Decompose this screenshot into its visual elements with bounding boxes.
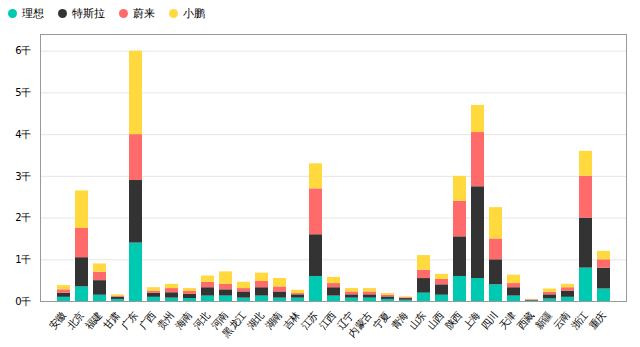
svg-text:4千: 4千 <box>15 129 31 140</box>
svg-text:6千: 6千 <box>15 45 31 56</box>
html-text:理想: 理想 <box>22 6 44 20</box>
svg-text:广西: 广西 <box>137 309 158 331</box>
svg-text:内蒙古: 内蒙古 <box>346 309 374 340</box>
svg-text:江苏: 江苏 <box>299 309 320 331</box>
svg-text:1千: 1千 <box>15 254 31 265</box>
svg-text:河南: 河南 <box>208 309 230 332</box>
svg-text:甘肃: 甘肃 <box>101 309 122 331</box>
html-text:特斯拉: 特斯拉 <box>72 6 105 20</box>
svg-text:天津: 天津 <box>497 309 518 331</box>
svg-text:湖北: 湖北 <box>245 309 266 331</box>
svg-text:新疆: 新疆 <box>533 309 554 331</box>
svg-text:宁夏: 宁夏 <box>371 309 392 331</box>
svg-text:福建: 福建 <box>83 309 104 331</box>
svg-text:西藏: 西藏 <box>515 309 536 331</box>
svg-text:山西: 山西 <box>425 309 446 331</box>
svg-text:广东: 广东 <box>119 309 140 331</box>
svg-text:陕西: 陕西 <box>443 309 464 331</box>
svg-text:河北: 河北 <box>191 309 212 331</box>
svg-text:贵州: 贵州 <box>155 309 176 331</box>
svg-text:海南: 海南 <box>173 309 194 331</box>
svg-text:江西: 江西 <box>317 309 338 331</box>
html-text:蔚来: 蔚来 <box>133 6 155 20</box>
svg-text:3千: 3千 <box>15 171 31 182</box>
svg-text:安徽: 安徽 <box>47 309 68 331</box>
svg-text:5千: 5千 <box>15 87 31 98</box>
svg-text:湖南: 湖南 <box>263 309 284 331</box>
svg-text:北京: 北京 <box>65 309 86 331</box>
svg-text:云南: 云南 <box>551 309 572 331</box>
svg-text:山东: 山东 <box>407 309 428 331</box>
svg-text:2千: 2千 <box>15 212 31 223</box>
svg-text:青海: 青海 <box>389 309 410 331</box>
svg-text:黑龙江: 黑龙江 <box>220 309 248 340</box>
svg-text:上海: 上海 <box>461 309 482 331</box>
svg-text:辽宁: 辽宁 <box>334 309 356 332</box>
svg-text:四川: 四川 <box>479 309 500 331</box>
svg-text:0千: 0千 <box>15 296 31 307</box>
svg-text:重庆: 重庆 <box>587 309 608 331</box>
svg-text:吉林: 吉林 <box>281 309 302 331</box>
svg-text:浙江: 浙江 <box>569 309 590 331</box>
html-text:小鹏: 小鹏 <box>183 6 205 20</box>
